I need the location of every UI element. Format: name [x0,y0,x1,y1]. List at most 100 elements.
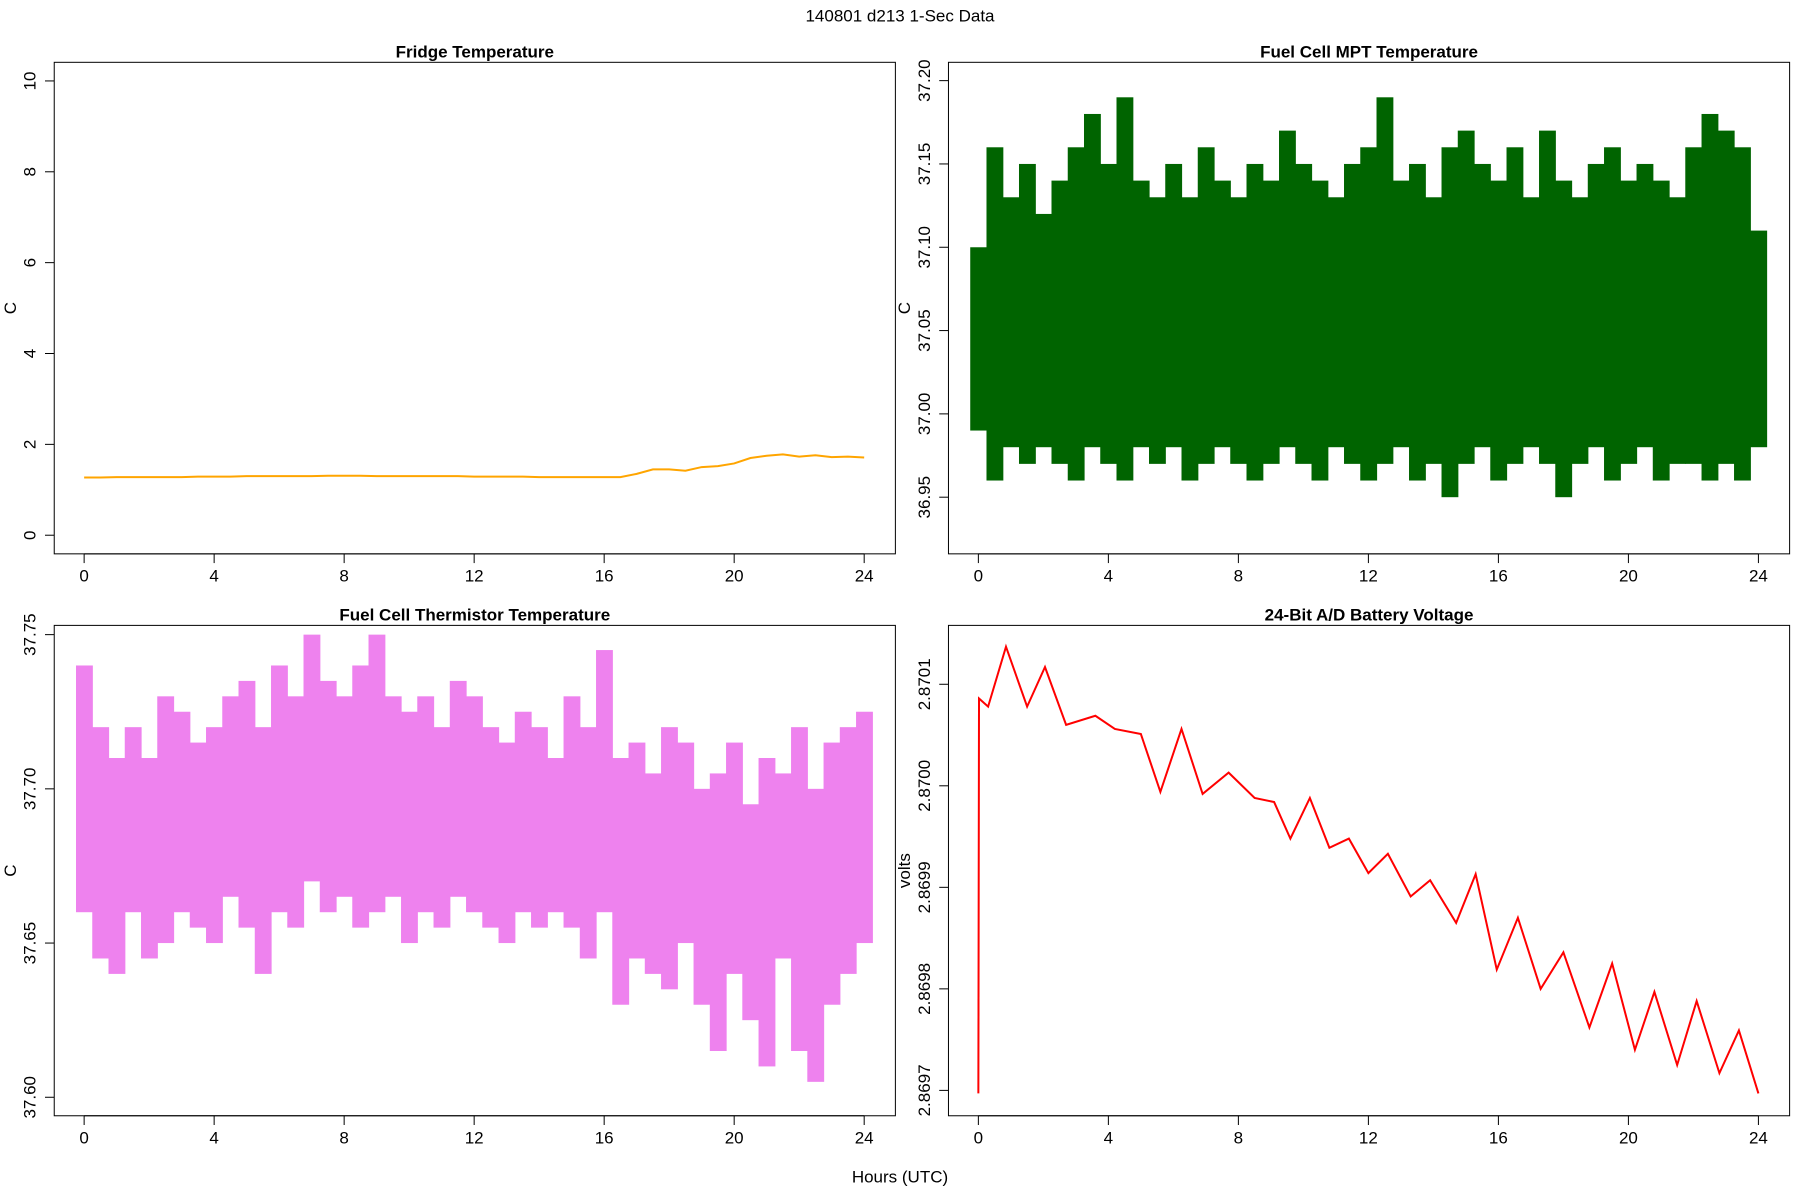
data-range [1279,130,1296,448]
data-range [823,742,841,1005]
x-axis-label: Hours (UTC) [852,1167,948,1186]
data-range [1620,180,1638,464]
data-range [1051,180,1069,464]
y-tick-label: 4 [21,349,40,358]
panel: Fuel Cell MPT Temperature C 0 4 8 12 16 20 24 36.… [895,43,1791,585]
y-axis-label: C [1,864,20,876]
data-range [1669,197,1686,464]
data-range [401,711,418,944]
data-range [222,696,240,897]
figure-title: 140801 d213 1-Sec Data [805,6,995,25]
data-range [709,773,727,1052]
y-tick-label: 8 [21,167,40,176]
data-range [1116,97,1134,481]
data-range [1717,130,1735,464]
x-tick-label: 16 [595,566,614,585]
x-tick-label: 8 [339,1128,348,1147]
x-tick-label: 12 [465,566,484,585]
data-range [1587,163,1605,448]
y-tick-label: 37.00 [915,393,934,436]
data-range [108,758,126,974]
x-tick-label: 12 [1359,1128,1378,1147]
x-tick-label: 16 [595,1128,614,1147]
x-tick-label: 4 [209,566,218,585]
y-tick-label: 37.05 [915,309,934,352]
x-tick-label: 0 [79,566,88,585]
data-range [92,727,110,959]
data-range [1734,147,1751,481]
data-range [1409,163,1426,481]
x-tick-label: 0 [974,566,983,585]
x-tick-label: 16 [1489,1128,1508,1147]
plot-area [977,643,1760,1094]
x-tick-label: 4 [1104,1128,1113,1147]
data-range [1295,163,1313,464]
data-range [1376,97,1394,464]
data-range [1474,163,1491,448]
x-tick-label: 24 [1749,1128,1768,1147]
data-range [189,742,207,928]
data-range [726,742,743,974]
data-range [1035,213,1053,448]
data-range [124,727,142,913]
data-range [1344,163,1361,464]
panel-title: Fridge Temperature [396,43,554,62]
y-axis-label: volts [895,853,914,888]
x-tick-label: 4 [1104,566,1113,585]
y-tick-label: 37.70 [21,768,40,811]
data-range [1148,197,1166,464]
data-range [76,665,93,913]
data-range [417,696,435,913]
data-range [1652,180,1670,481]
data-range [596,650,613,913]
data-range [693,788,711,1005]
y-axis-label: C [895,302,914,314]
x-tick-label: 0 [79,1128,88,1147]
data-range [1360,147,1378,481]
data-range [563,696,581,928]
data-range [628,742,646,959]
data-range [1197,147,1215,464]
y-tick-label: 2.8697 [915,1064,934,1116]
data-range [1506,147,1524,464]
data-line [84,453,865,479]
data-range [1230,197,1248,464]
data-range [514,711,532,913]
data-range [579,727,597,959]
data-range [271,665,288,913]
data-range [384,696,402,897]
data-range [368,634,386,913]
data-range [1490,180,1508,481]
data-range [1539,130,1556,464]
data-range [547,758,565,913]
y-tick-label: 2.8699 [915,861,934,913]
plot-area [84,453,865,479]
panel-title: Fuel Cell MPT Temperature [1260,43,1478,62]
x-tick-label: 0 [974,1128,983,1147]
data-range [1083,113,1101,448]
data-range [173,711,191,913]
y-axis-label: C [1,302,20,314]
data-range [661,727,678,990]
data-range [531,727,548,928]
data-range [433,727,451,928]
data-range [677,742,695,944]
panel-title: Fuel Cell Thermistor Temperature [339,606,610,625]
data-range [774,773,792,959]
data-range [303,634,321,882]
data-range [1002,197,1020,448]
data-range [1246,163,1264,481]
x-tick-label: 24 [855,566,874,585]
data-range [1701,113,1719,481]
panel: 24-Bit A/D Battery Voltage volts 0 4 8 12 16 20… [895,606,1791,1147]
data-range [1555,180,1573,498]
data-range [970,247,988,431]
data-range [1457,130,1475,464]
data-range [254,727,272,974]
panel-title: 24-Bit A/D Battery Voltage [1265,606,1474,625]
data-range [807,788,825,1082]
y-tick-label: 36.95 [915,476,934,519]
y-tick-label: 6 [21,258,40,267]
data-range [1425,197,1443,464]
data-range [742,804,760,1021]
